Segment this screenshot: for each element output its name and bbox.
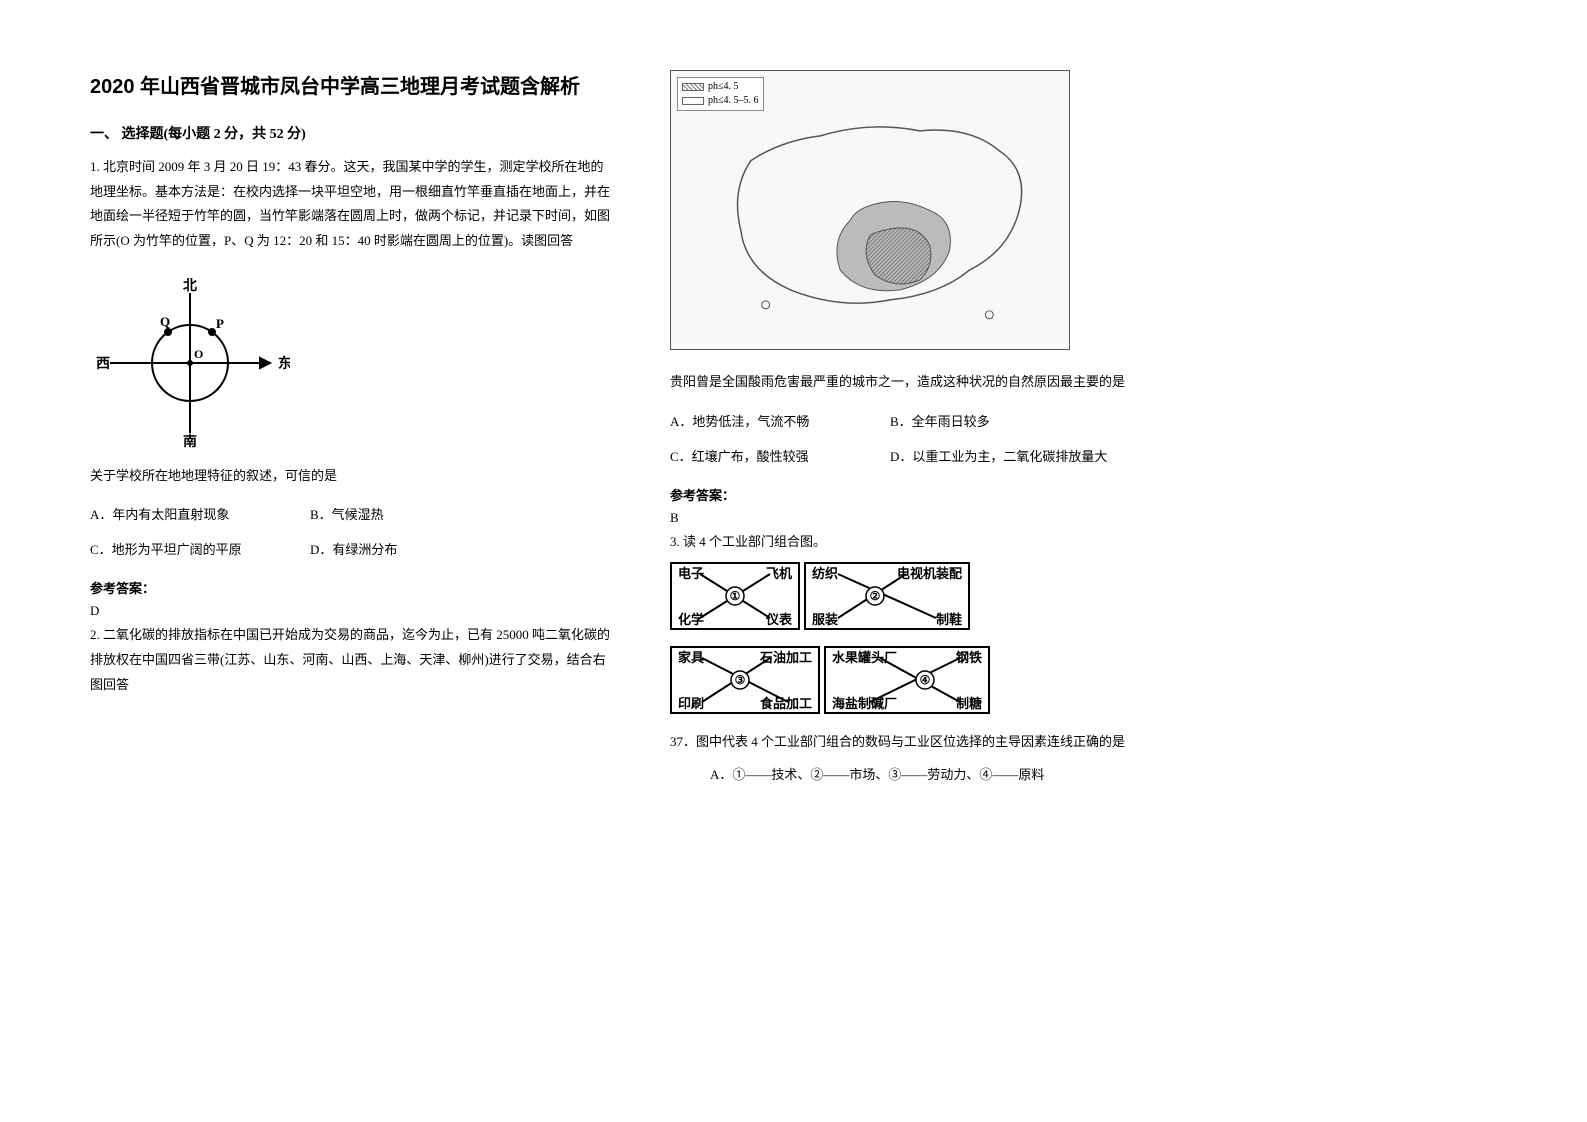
g4-tl: 水果罐头厂 [832, 650, 897, 665]
g3-num: ③ [735, 673, 746, 687]
g2-tr: 电视机装配 [897, 566, 962, 581]
q3-stem: 3. 读 4 个工业部门组合图。 [670, 530, 1230, 555]
right-column: ph≤4. 5 ph≤4. 5–5. 6 贵阳曾是全国酸雨危害最严重的城市之一，… [670, 70, 1230, 1052]
compass-o-label: O [194, 347, 203, 361]
g3-tl: 家具 [678, 650, 704, 665]
q2-answer-label: 参考答案： [670, 485, 1230, 504]
g4-num: ④ [920, 673, 931, 687]
g1-br: 仪表 [765, 612, 793, 627]
q1-option-c: C．地形为平坦广阔的平原 [90, 539, 270, 558]
compass-p-label: P [216, 316, 224, 331]
g4-br: 制糖 [956, 696, 982, 711]
g3-br: 食品加工 [760, 696, 812, 711]
g2-num: ② [870, 589, 881, 603]
page-title: 2020 年山西省晋城市凤台中学高三地理月考试题含解析 [90, 70, 610, 99]
compass-w-label: 西 [96, 356, 110, 372]
q2-substem: 贵阳曾是全国酸雨危害最严重的城市之一，造成这种状况的自然原因最主要的是 [670, 370, 1230, 395]
legend-swatch-hatch [682, 83, 704, 91]
q2-stem: 2. 二氧化碳的排放指标在中国已开始成为交易的商品，迄今为止，已有 25000 … [90, 623, 610, 697]
g2-tl: 纺织 [812, 566, 838, 581]
left-column: 2020 年山西省晋城市凤台中学高三地理月考试题含解析 一、 选择题(每小题 2… [90, 70, 610, 1052]
q2-options-row1: A．地势低洼，气流不畅 B．全年雨日较多 [670, 411, 1230, 430]
q2-options-row2: C．红壤广布，酸性较强 D．以重工业为主，二氧化碳排放量大 [670, 446, 1230, 465]
industry-svg-2: ③ 家具 石油加工 印刷 食品加工 ④ 水果罐头厂 钢铁 海盐制碱厂 制糖 [670, 646, 990, 714]
q1-options-row2: C．地形为平坦广阔的平原 D．有绿洲分布 [90, 539, 610, 558]
q2-option-a: A．地势低洼，气流不畅 [670, 411, 850, 430]
legend-a: ph≤4. 5 [708, 80, 739, 94]
q2-option-b: B．全年雨日较多 [890, 411, 1070, 430]
q1-option-b: B．气候湿热 [310, 504, 490, 523]
compass-n-label: 北 [183, 278, 197, 294]
q1-option-d: D．有绿洲分布 [310, 539, 490, 558]
g1-tl: 电子 [678, 566, 704, 581]
q1-stem: 1. 北京时间 2009 年 3 月 20 日 19：43 春分。这天，我国某中… [90, 155, 610, 254]
q2-option-c: C．红壤广布，酸性较强 [670, 446, 850, 465]
g3-bl: 印刷 [678, 696, 704, 711]
compass-q-label: Q [160, 314, 170, 329]
industry-svg-1: ① 电子 飞机 化学 仪表 ② 纺织 电视机装配 服装 制鞋 [670, 562, 970, 630]
g1-bl: 化学 [678, 612, 704, 627]
q1-answer: D [90, 603, 610, 619]
q2-answer: B [670, 510, 1230, 526]
g2-bl: 服装 [812, 612, 838, 627]
map-outline [711, 111, 1049, 330]
compass-s-label: 南 [183, 433, 197, 448]
g4-tr: 钢铁 [956, 650, 982, 665]
q1-options-row1: A．年内有太阳直射现象 B．气候湿热 [90, 504, 610, 523]
q1-substem: 关于学校所在地地理特征的叙述，可信的是 [90, 464, 610, 489]
industry-group-row2: ③ 家具 石油加工 印刷 食品加工 ④ 水果罐头厂 钢铁 海盐制碱厂 制糖 [670, 646, 1230, 714]
g1-tr: 飞机 [766, 566, 792, 581]
g4-bl: 海盐制碱厂 [832, 696, 897, 711]
china-map-figure: ph≤4. 5 ph≤4. 5–5. 6 [670, 70, 1070, 350]
q1-option-a: A．年内有太阳直射现象 [90, 504, 270, 523]
q1-answer-label: 参考答案： [90, 578, 610, 597]
g1-num: ① [730, 589, 741, 603]
map-legend: ph≤4. 5 ph≤4. 5–5. 6 [677, 77, 764, 111]
legend-swatch-outline [682, 97, 704, 105]
compass-e-label: 东 [278, 355, 290, 372]
q2-option-d: D．以重工业为主，二氧化碳排放量大 [890, 446, 1107, 465]
section-heading: 一、 选择题(每小题 2 分，共 52 分) [90, 123, 610, 143]
q37-stem: 37．图中代表 4 个工业部门组合的数码与工业区位选择的主导因素连线正确的是 [670, 730, 1230, 755]
g2-br: 制鞋 [936, 612, 962, 627]
g3-tr: 石油加工 [759, 650, 812, 665]
industry-group-row1: ① 电子 飞机 化学 仪表 ② 纺织 电视机装配 服装 制鞋 [670, 562, 1230, 630]
legend-b: ph≤4. 5–5. 6 [708, 94, 759, 108]
compass-figure: 北 南 东 西 O Q P [90, 278, 290, 448]
q37-option-a: A．①——技术、②——市场、③——劳动力、④——原料 [670, 763, 1230, 788]
